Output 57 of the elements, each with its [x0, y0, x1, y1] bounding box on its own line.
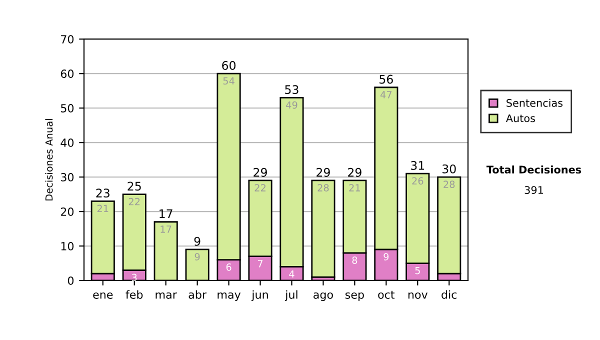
total-label: 23 [96, 188, 110, 198]
data-label: 28 [444, 180, 455, 188]
data-label: 22 [128, 198, 140, 206]
text: Total Decisiones [486, 165, 582, 174]
x-tick-label: abr [188, 290, 207, 299]
y-tick-label: 40 [60, 138, 74, 147]
y-tick-label: 20 [60, 208, 74, 216]
x-tick-label: sep [345, 292, 364, 301]
total-label: 29 [316, 168, 330, 177]
total-label: 25 [128, 182, 141, 191]
total-label: 56 [380, 74, 393, 84]
y-tick-label: 60 [60, 70, 74, 78]
x-tick-label: dic [442, 290, 457, 299]
data-label: 22 [254, 184, 266, 192]
legend-label: Autos [506, 114, 535, 122]
data-label: 47 [380, 91, 392, 98]
data-label: 6 [226, 263, 232, 271]
total-label: 53 [285, 85, 298, 94]
x-tick-label: may [218, 292, 241, 301]
x-tick-label: ene [93, 292, 113, 299]
data-label: 28 [318, 184, 329, 192]
x-tick-label: oct [378, 290, 395, 299]
total-label: 30 [442, 164, 456, 174]
data-label: 21 [349, 184, 360, 192]
data-label: 5 [415, 267, 420, 274]
data-label: 8 [352, 256, 358, 264]
data-label: 3 [132, 274, 137, 282]
bar [311, 180, 336, 278]
data-label: 21 [97, 204, 108, 212]
x-tick-label: jul [284, 290, 298, 301]
x-tick-label: jun [251, 290, 268, 301]
data-label: 54 [223, 77, 234, 85]
data-label: 9 [384, 253, 389, 260]
data-label: 49 [286, 101, 298, 109]
total-label: 9 [194, 236, 200, 246]
total-label: 31 [411, 161, 424, 170]
x-tick-label: feb [126, 290, 143, 299]
text: 391 [524, 186, 543, 194]
y-tick-label: 70 [61, 35, 74, 44]
y-axis-title: Decisiones Anual [45, 119, 53, 200]
data-label: 4 [289, 270, 294, 278]
total-label: 29 [254, 168, 267, 177]
x-tick-label: ago [314, 292, 333, 301]
y-tick-label: 50 [60, 104, 74, 112]
data-label: 9 [194, 253, 200, 260]
y-tick-label: 10 [61, 242, 74, 250]
data-label: 26 [412, 177, 424, 185]
y-tick-label: 30 [60, 173, 74, 182]
total-label: 17 [160, 209, 172, 218]
legend-label: Sentencias [506, 98, 563, 107]
y-tick-label: 0 [68, 276, 74, 285]
total-label: 29 [348, 168, 362, 177]
total-label: 60 [222, 60, 236, 70]
data-label: 7 [258, 260, 263, 268]
x-tick-label: mar [156, 292, 177, 299]
x-tick-label: nov [408, 292, 428, 299]
data-label: 17 [160, 226, 172, 233]
